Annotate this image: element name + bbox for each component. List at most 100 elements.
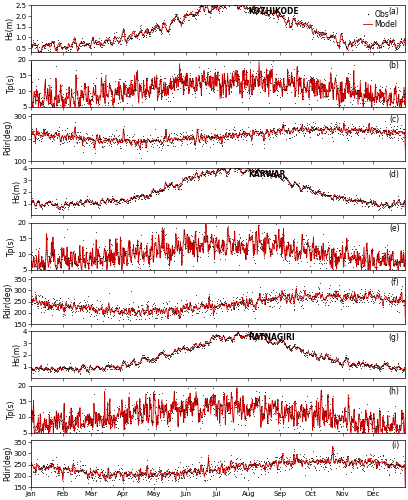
Point: [246, 132, 253, 140]
Point: [339, 30, 345, 38]
Point: [206, 132, 212, 140]
Point: [36, 364, 43, 372]
Point: [230, 164, 237, 172]
Point: [226, 232, 233, 239]
Point: [90, 135, 97, 143]
Point: [370, 424, 376, 432]
Point: [53, 82, 60, 90]
Point: [115, 365, 122, 373]
Point: [385, 296, 392, 304]
Point: [369, 458, 376, 466]
Point: [398, 258, 404, 266]
Point: [253, 166, 260, 173]
Point: [369, 128, 376, 136]
Point: [239, 460, 245, 468]
Point: [142, 28, 149, 36]
Point: [55, 250, 62, 258]
Point: [184, 299, 191, 307]
Point: [355, 122, 362, 130]
Point: [111, 138, 118, 146]
Point: [256, 6, 262, 14]
Point: [40, 300, 46, 308]
Point: [292, 119, 298, 127]
Point: [55, 258, 61, 266]
Point: [78, 422, 85, 430]
Point: [233, 300, 240, 308]
Point: [170, 308, 177, 316]
Point: [209, 404, 216, 411]
Point: [376, 46, 383, 54]
Point: [143, 25, 149, 33]
Point: [106, 408, 113, 416]
Point: [333, 354, 339, 362]
Point: [275, 9, 282, 17]
Point: [55, 202, 62, 210]
Point: [127, 138, 134, 146]
Point: [207, 83, 214, 91]
Point: [342, 38, 348, 46]
Point: [44, 40, 50, 48]
Point: [330, 92, 336, 100]
Point: [309, 454, 315, 462]
Point: [346, 196, 353, 204]
Point: [390, 196, 397, 204]
Point: [51, 201, 58, 209]
Point: [163, 468, 170, 475]
Point: [68, 248, 75, 256]
Point: [361, 32, 367, 40]
Point: [326, 420, 332, 428]
Point: [47, 45, 53, 53]
Point: [54, 367, 61, 375]
Point: [32, 290, 38, 298]
Point: [62, 424, 69, 432]
Point: [402, 140, 408, 148]
Point: [108, 314, 114, 322]
Point: [123, 84, 129, 92]
Point: [195, 8, 202, 16]
Point: [143, 76, 150, 84]
Point: [347, 86, 354, 94]
Point: [359, 292, 366, 300]
Point: [397, 249, 404, 257]
Point: [44, 301, 51, 309]
Point: [152, 19, 159, 27]
Point: [314, 131, 320, 139]
Point: [92, 198, 99, 206]
Point: [193, 251, 200, 259]
Point: [95, 409, 101, 417]
Point: [28, 318, 34, 326]
Point: [370, 462, 377, 470]
Point: [290, 306, 297, 314]
Point: [78, 256, 84, 264]
Point: [336, 360, 343, 368]
Point: [164, 300, 171, 308]
Point: [375, 362, 382, 370]
Point: [122, 404, 128, 411]
Point: [160, 350, 167, 358]
Point: [29, 266, 35, 274]
Point: [155, 390, 162, 398]
Point: [388, 433, 394, 441]
Point: [152, 396, 158, 404]
Point: [359, 291, 365, 299]
Point: [32, 274, 38, 282]
Point: [28, 83, 34, 91]
Point: [117, 196, 123, 203]
Point: [124, 259, 131, 267]
Point: [295, 16, 302, 24]
Point: [371, 451, 378, 459]
Point: [341, 254, 348, 262]
Point: [251, 400, 257, 408]
Point: [283, 293, 290, 301]
Point: [170, 350, 177, 358]
Point: [197, 472, 203, 480]
Point: [228, 164, 234, 172]
Point: [238, 297, 245, 305]
Point: [71, 434, 78, 442]
Point: [33, 294, 39, 302]
Point: [191, 14, 198, 22]
Point: [321, 410, 327, 418]
Point: [119, 364, 125, 372]
Point: [215, 244, 222, 252]
Point: [392, 102, 398, 110]
